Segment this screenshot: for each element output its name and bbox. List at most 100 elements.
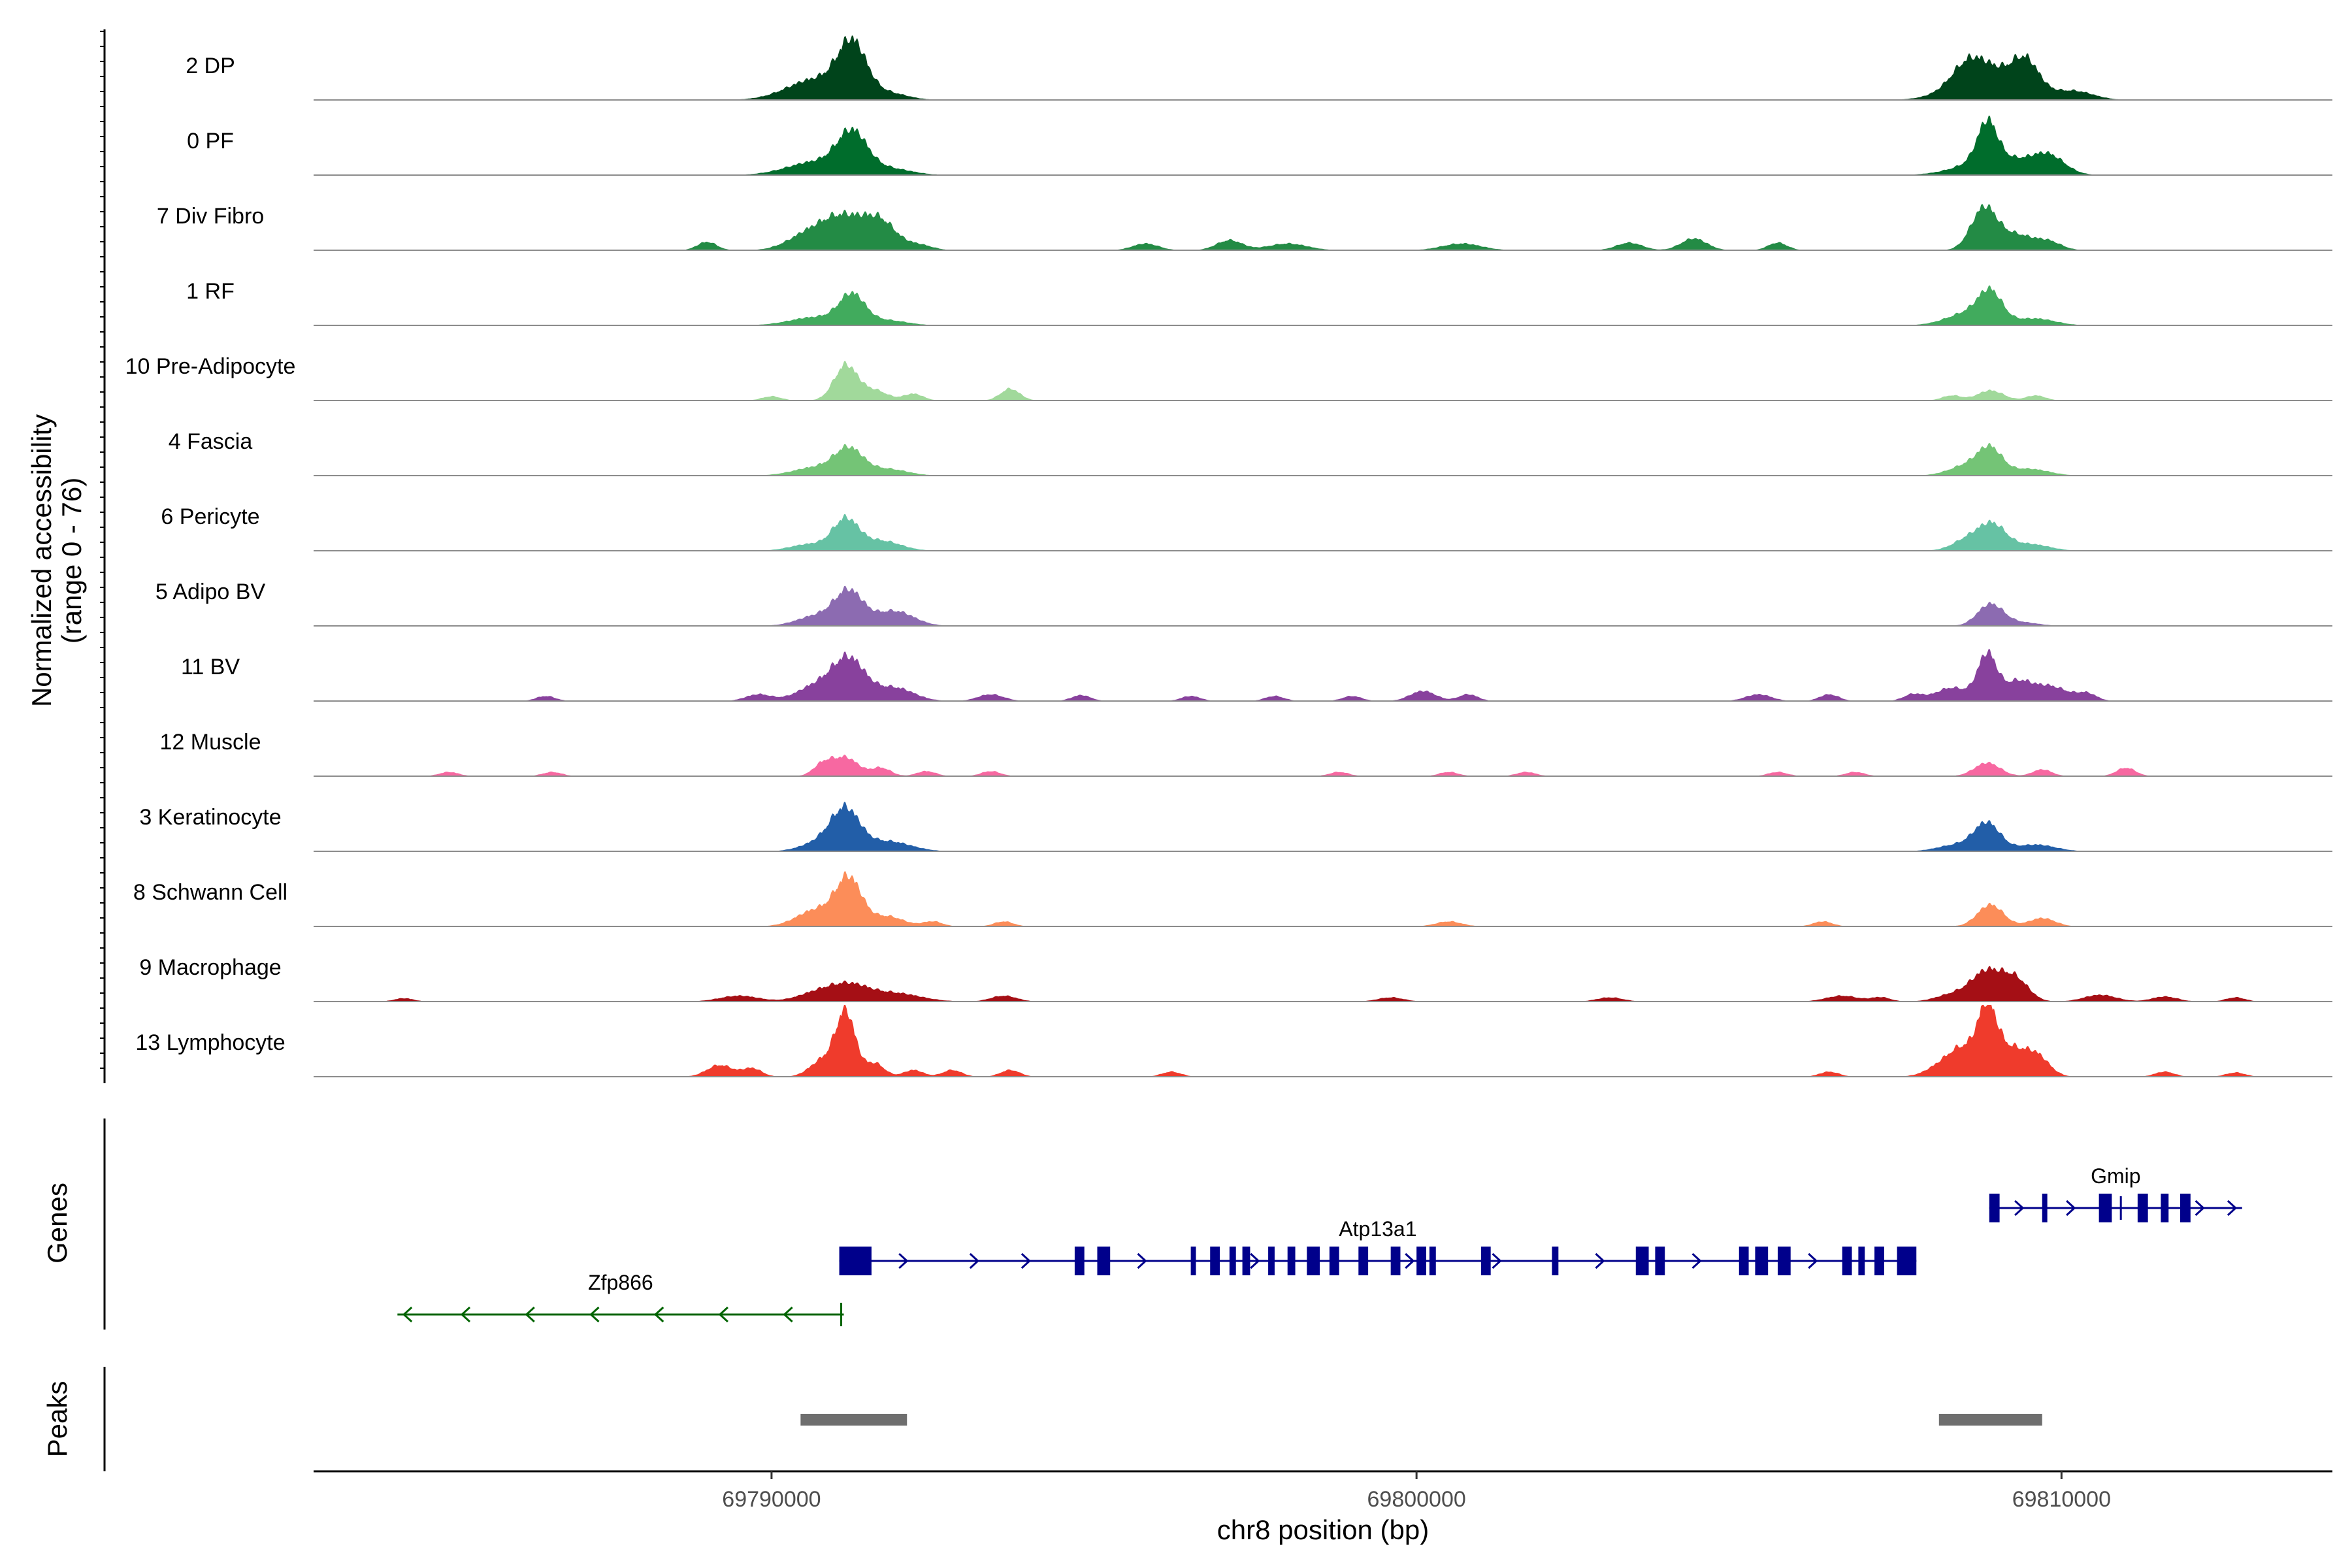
gene-strand-arrow xyxy=(1595,1252,1605,1269)
gene-exon xyxy=(1739,1247,1749,1275)
gene-exon xyxy=(1897,1247,1917,1275)
track-label: 5 Adipo BV xyxy=(155,580,266,604)
x-tick-label: 69810000 xyxy=(2012,1487,2111,1512)
coverage-axis-ticks xyxy=(100,31,105,1069)
x-axis-ticks: 69790000 69800000 69810000 xyxy=(722,1471,2111,1512)
gene-exon xyxy=(1989,1194,2000,1222)
gene-exon xyxy=(2137,1194,2148,1222)
peaks-panel: Peaks xyxy=(42,1367,2042,1471)
x-tick-label: 69790000 xyxy=(722,1487,821,1512)
gene-exon xyxy=(1842,1247,1852,1275)
x-axis-label: chr8 position (bp) xyxy=(1217,1514,1429,1545)
gene-label: Gmip xyxy=(2091,1164,2140,1188)
gene-exon xyxy=(1242,1247,1250,1275)
gene-exon xyxy=(1287,1247,1296,1275)
track-label: 6 Pericyte xyxy=(161,504,259,529)
gene-strand-arrow xyxy=(402,1306,413,1323)
gene-strand-arrow xyxy=(2014,1200,2025,1217)
genes-panel: Genes Gmip Atp13a1 Zfp866 xyxy=(42,1119,2242,1330)
track-10: 3 Keratinocyte xyxy=(139,802,2332,852)
gene-exon xyxy=(1097,1247,1111,1275)
gene-exon xyxy=(2161,1194,2169,1222)
gene-strand-arrow xyxy=(1691,1252,1702,1269)
track-coverage-area xyxy=(314,115,2332,175)
x-axis: 69790000 69800000 69810000 chr8 position (… xyxy=(314,1470,2332,1545)
gene-strand-arrow xyxy=(1492,1252,1502,1269)
track-6: 6 Pericyte xyxy=(161,504,2332,551)
y-axis-label-line2: (range 0 - 76) xyxy=(56,478,87,644)
gene-exon xyxy=(2180,1194,2191,1222)
track-9: 12 Muscle xyxy=(160,730,2332,777)
peaks-panel-label: Peaks xyxy=(42,1381,73,1458)
gene-2: Zfp866 xyxy=(397,1271,844,1326)
track-3: 1 RF xyxy=(186,279,2332,326)
track-1: 0 PF xyxy=(187,115,2332,176)
gene-exon xyxy=(839,1247,872,1275)
gene-strand-arrow xyxy=(1405,1252,1415,1269)
gene-strand-arrow xyxy=(1250,1252,1260,1269)
track-coverage-area xyxy=(314,514,2332,551)
gene-strand-arrow xyxy=(654,1306,664,1323)
y-axis-label-line1: Normalized accessibility xyxy=(26,414,57,707)
track-coverage-area xyxy=(314,361,2332,400)
gene-strand-arrow xyxy=(1021,1252,1032,1269)
gene-exon xyxy=(1552,1247,1559,1275)
gene-exon xyxy=(1268,1247,1275,1275)
gene-exon xyxy=(1074,1247,1085,1275)
gene-exon xyxy=(1210,1247,1220,1275)
gene-exon xyxy=(1358,1247,1369,1275)
y-axis: Normalized accessibility (range 0 - 76) xyxy=(26,29,106,1083)
gene-0: Gmip xyxy=(1989,1164,2242,1222)
gene-exon xyxy=(1329,1247,1339,1275)
gene-strand-arrow xyxy=(2066,1200,2076,1217)
track-coverage-area xyxy=(314,649,2332,701)
track-coverage-area xyxy=(314,585,2332,626)
track-5: 4 Fascia xyxy=(169,429,2332,476)
track-12: 9 Macrophage xyxy=(139,955,2332,1002)
x-tick-label: 69800000 xyxy=(1367,1487,1466,1512)
track-label: 8 Schwann Cell xyxy=(133,880,287,905)
track-8: 11 BV xyxy=(181,649,2332,702)
track-label: 10 Pre-Adipocyte xyxy=(125,354,296,379)
track-coverage-area xyxy=(314,802,2332,851)
track-coverage-area xyxy=(314,203,2332,250)
gene-exon xyxy=(1480,1247,1491,1275)
track-coverage-area xyxy=(314,755,2332,776)
track-label: 11 BV xyxy=(181,655,240,679)
gene-exon xyxy=(2042,1194,2048,1222)
track-coverage-area xyxy=(314,1005,2332,1077)
gene-strand-arrow xyxy=(898,1252,909,1269)
track-label: 2 DP xyxy=(186,54,235,78)
gene-models: Gmip Atp13a1 Zfp866 xyxy=(397,1164,2242,1326)
gene-exon xyxy=(1755,1247,1769,1275)
gene-exon xyxy=(1416,1247,1426,1275)
gene-strand-arrow xyxy=(1808,1252,1818,1269)
gene-exon xyxy=(1190,1247,1196,1275)
track-13: 13 Lymphocyte xyxy=(135,1005,2332,1077)
gene-strand-arrow xyxy=(460,1306,471,1323)
track-coverage-area xyxy=(314,286,2332,325)
gene-exon xyxy=(1874,1247,1884,1275)
gene-exon xyxy=(1858,1247,1865,1275)
peak-region-1 xyxy=(1938,1414,2042,1426)
gene-strand-arrow xyxy=(589,1306,600,1323)
gene-exon xyxy=(1777,1247,1791,1275)
track-0: 2 DP xyxy=(186,35,2332,101)
peak-regions xyxy=(800,1414,2042,1426)
tracks-group: 2 DP 0 PF 7 Div Fibro 1 RF 10 Pre-Adipocyte 4… xyxy=(125,35,2332,1077)
track-label: 0 PF xyxy=(187,129,234,154)
track-label: 7 Div Fibro xyxy=(157,204,264,229)
track-label: 1 RF xyxy=(186,279,235,304)
track-coverage-area xyxy=(314,35,2332,100)
track-label: 4 Fascia xyxy=(169,429,253,454)
genes-panel-label: Genes xyxy=(42,1183,73,1264)
track-label: 13 Lymphocyte xyxy=(135,1030,285,1055)
track-4: 10 Pre-Adipocyte xyxy=(125,354,2332,401)
gene-exon xyxy=(1635,1247,1649,1275)
gene-exon xyxy=(1229,1247,1236,1275)
gene-strand-arrow xyxy=(2195,1200,2205,1217)
gene-strand-arrow xyxy=(783,1306,793,1323)
track-11: 8 Schwann Cell xyxy=(133,871,2332,927)
gene-strand-arrow xyxy=(525,1306,535,1323)
